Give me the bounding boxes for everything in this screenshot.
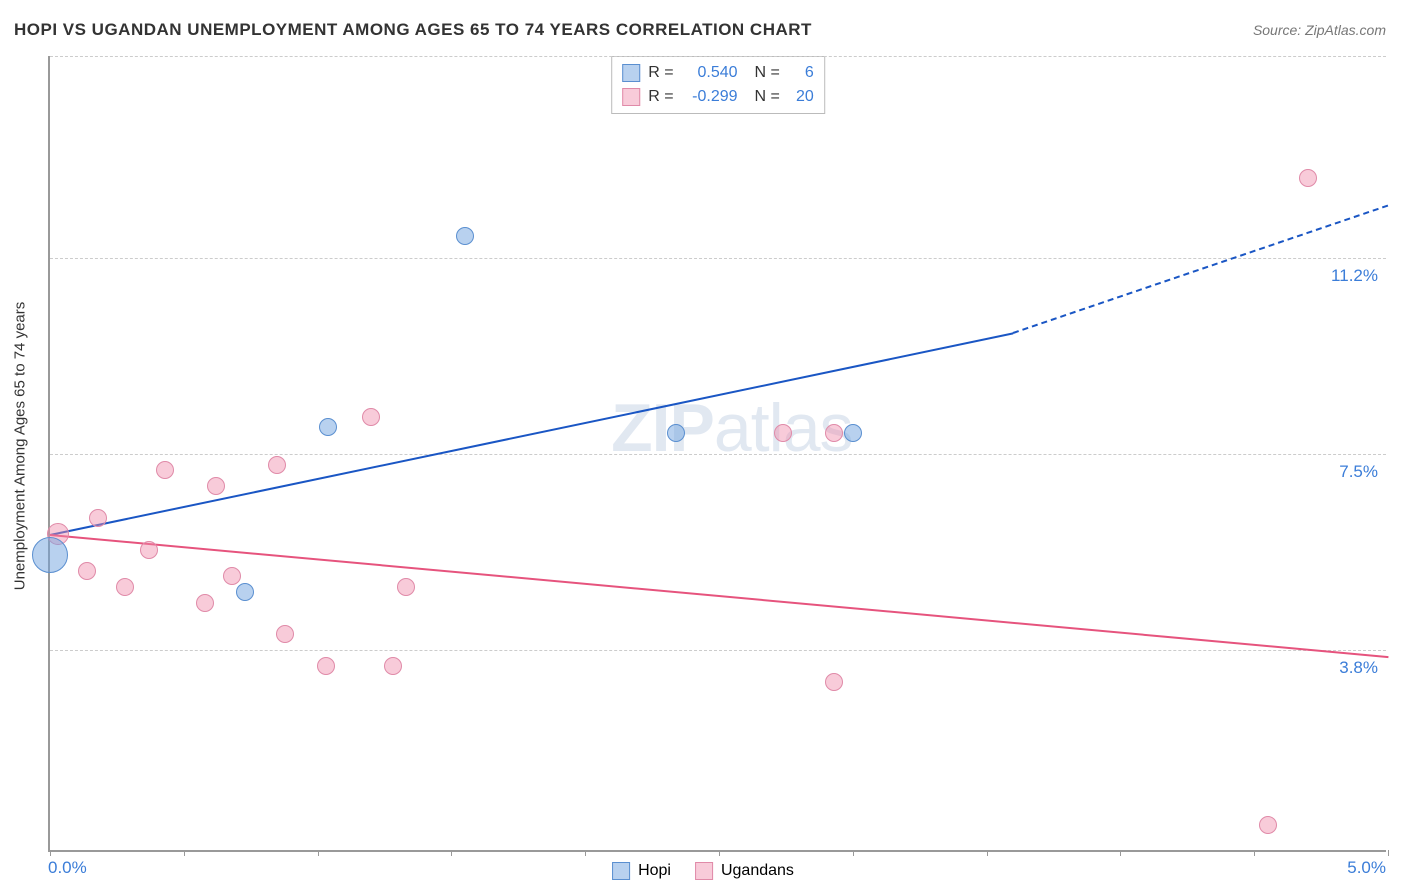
x-tick — [1120, 850, 1121, 856]
ugandan-point — [223, 567, 241, 585]
hopi-point — [667, 424, 685, 442]
legend-swatch — [612, 862, 630, 880]
x-tick — [853, 850, 854, 856]
legend-label: Ugandans — [721, 862, 794, 880]
legend-swatch — [695, 862, 713, 880]
y-tick-label: 7.5% — [1339, 462, 1378, 482]
hopi-point — [844, 424, 862, 442]
legend-swatch — [622, 88, 640, 106]
legend-label: Hopi — [638, 862, 671, 880]
n-label: N = — [746, 61, 780, 85]
ugandan-point — [116, 578, 134, 596]
x-tick-label: 0.0% — [48, 858, 87, 878]
series-legend: Hopi Ugandans — [612, 862, 794, 880]
ugandan-point — [384, 657, 402, 675]
x-tick — [1388, 850, 1389, 856]
y-tick-label: 3.8% — [1339, 658, 1378, 678]
n-value: 6 — [788, 61, 814, 85]
ugandan-point — [140, 541, 158, 559]
ugandan-point — [276, 625, 294, 643]
hopi-point — [32, 537, 68, 573]
y-axis-label: Unemployment Among Ages 65 to 74 years — [12, 302, 29, 591]
gridline — [50, 258, 1386, 259]
watermark: ZIPatlas — [611, 389, 852, 467]
hopi-point — [236, 583, 254, 601]
hopi-point — [319, 418, 337, 436]
chart-title: HOPI VS UGANDAN UNEMPLOYMENT AMONG AGES … — [14, 20, 812, 40]
stats-row: R = 0.540 N = 6 — [622, 61, 814, 85]
hopi-point — [456, 227, 474, 245]
stats-row: R = -0.299 N = 20 — [622, 85, 814, 109]
x-tick — [987, 850, 988, 856]
r-label: R = — [648, 61, 673, 85]
ugandan-point — [774, 424, 792, 442]
stats-legend: R = 0.540 N = 6 R = -0.299 N = 20 — [611, 56, 825, 114]
gridline — [50, 454, 1386, 455]
ugandan-point — [397, 578, 415, 596]
ugandan-point — [1259, 816, 1277, 834]
ugandan-point — [317, 657, 335, 675]
legend-item: Hopi — [612, 862, 671, 880]
gridline — [50, 56, 1386, 57]
r-value: 0.540 — [682, 61, 738, 85]
ugandan-point — [825, 673, 843, 691]
x-tick — [50, 850, 51, 856]
ugandan-point — [1299, 169, 1317, 187]
x-tick — [451, 850, 452, 856]
ugandan-point — [196, 594, 214, 612]
plot-area: ZIPatlas R = 0.540 N = 6 R = -0.299 N = 20 3.… — [48, 56, 1386, 852]
n-label: N = — [746, 85, 780, 109]
x-tick — [719, 850, 720, 856]
x-tick — [585, 850, 586, 856]
legend-swatch — [622, 64, 640, 82]
chart-container: HOPI VS UGANDAN UNEMPLOYMENT AMONG AGES … — [0, 0, 1406, 892]
x-tick — [1254, 850, 1255, 856]
ugandan-point — [156, 461, 174, 479]
r-value: -0.299 — [682, 85, 738, 109]
r-label: R = — [648, 85, 673, 109]
x-tick — [318, 850, 319, 856]
legend-item: Ugandans — [695, 862, 794, 880]
ugandan-point — [207, 477, 225, 495]
trend-line — [50, 332, 1014, 536]
gridline — [50, 650, 1386, 651]
y-tick-label: 11.2% — [1331, 266, 1378, 286]
ugandan-point — [78, 562, 96, 580]
source-label: Source: ZipAtlas.com — [1253, 22, 1386, 38]
ugandan-point — [362, 408, 380, 426]
n-value: 20 — [788, 85, 814, 109]
ugandan-point — [825, 424, 843, 442]
x-tick-label: 5.0% — [1347, 858, 1386, 878]
x-tick — [184, 850, 185, 856]
ugandan-point — [89, 509, 107, 527]
ugandan-point — [268, 456, 286, 474]
